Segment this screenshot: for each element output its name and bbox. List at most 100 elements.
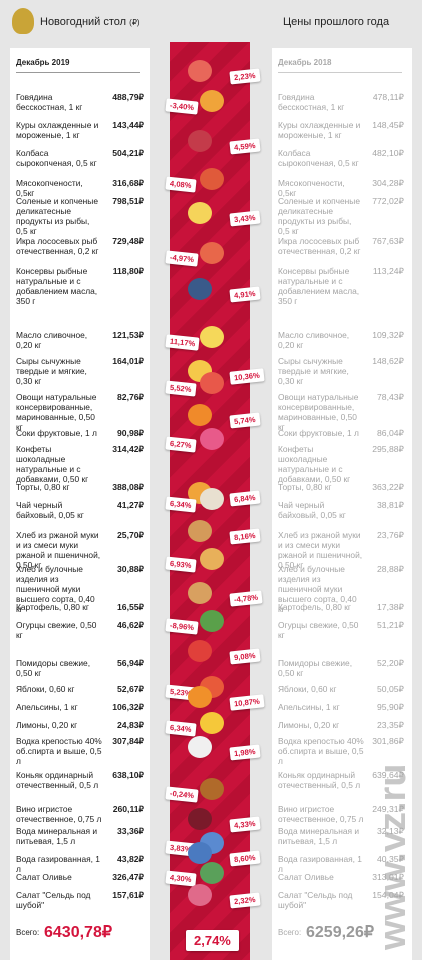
right-title: Цены прошлого года bbox=[283, 16, 390, 28]
food-icon bbox=[188, 202, 212, 224]
total-change: 2,74% bbox=[186, 930, 239, 951]
item-price: 767,63₽ bbox=[372, 236, 404, 246]
item-name: Помидоры свежие, 0,50 кг bbox=[16, 658, 91, 678]
item-name: Куры охлажденные и мороженые, 1 кг bbox=[278, 120, 361, 140]
item-price: 301,86₽ bbox=[372, 736, 404, 746]
item-price: 388,08₽ bbox=[112, 482, 144, 492]
item-price: 78,43₽ bbox=[377, 392, 404, 402]
item-price: 38,81₽ bbox=[377, 500, 404, 510]
change-tag: 8,60% bbox=[229, 850, 261, 867]
food-icon bbox=[188, 520, 212, 542]
item-name: Икра лососевых рыб отечественная, 0,2 кг bbox=[16, 236, 99, 256]
item-name: Мясокопчености, 0,5кг bbox=[278, 178, 345, 198]
item-price: 51,21₽ bbox=[377, 620, 404, 630]
item-price: 148,45₽ bbox=[372, 120, 404, 130]
item-price: 164,01₽ bbox=[112, 356, 144, 366]
item-name: Яблоки, 0,60 кг bbox=[278, 684, 337, 694]
item-price: 772,02₽ bbox=[372, 196, 404, 206]
item-price: 109,32₽ bbox=[372, 330, 404, 340]
item-price: 82,76₽ bbox=[117, 392, 144, 402]
item-name: Яблоки, 0,60 кг bbox=[16, 684, 75, 694]
item-price: 143,44₽ bbox=[112, 120, 144, 130]
item-price: 304,28₽ bbox=[372, 178, 404, 188]
item-price: 90,98₽ bbox=[117, 428, 144, 438]
left-heading: Декабрь 2019 bbox=[16, 58, 70, 67]
change-tag: 6,84% bbox=[229, 490, 261, 507]
food-icon bbox=[200, 372, 224, 394]
left-card bbox=[10, 48, 150, 960]
change-tag: -4,78% bbox=[229, 590, 263, 607]
item-price: 295,88₽ bbox=[372, 444, 404, 454]
item-name: Масло сливочное, 0,20 кг bbox=[278, 330, 350, 350]
item-name: Конфеты шоколадные натуральные и с добав… bbox=[278, 444, 351, 484]
item-price: 118,80₽ bbox=[112, 266, 144, 276]
item-price: 482,10₽ bbox=[372, 148, 404, 158]
item-name: Картофель, 0,80 кг bbox=[278, 602, 351, 612]
item-price: 25,70₽ bbox=[117, 530, 144, 540]
divider bbox=[16, 72, 140, 73]
item-price: 43,82₽ bbox=[117, 854, 144, 864]
food-icon bbox=[188, 736, 212, 758]
change-tag: 5,74% bbox=[229, 412, 261, 429]
item-price: 52,67₽ bbox=[117, 684, 144, 694]
item-name: Вода газированная, 1 л bbox=[16, 854, 100, 874]
item-price: 260,11₽ bbox=[112, 804, 144, 814]
item-name: Говядина бесскостная, 1 кг bbox=[16, 92, 83, 112]
item-price: 28,88₽ bbox=[377, 564, 404, 574]
change-tag: 2,23% bbox=[229, 68, 261, 85]
item-name: Хлеб из ржаной муки и из смеси муки ржан… bbox=[16, 530, 101, 570]
change-tag: 1,98% bbox=[229, 744, 261, 761]
item-name: Сыры сычужные твердые и мягкие, 0,30 кг bbox=[16, 356, 87, 386]
item-price: 95,90₽ bbox=[377, 702, 404, 712]
item-name: Водка крепостью 40% об.спирта и выше, 0,… bbox=[16, 736, 102, 766]
total-label: Всего: bbox=[16, 928, 40, 937]
divider bbox=[278, 72, 402, 73]
food-icon bbox=[200, 168, 224, 190]
item-price: 121,53₽ bbox=[112, 330, 144, 340]
item-price: 478,11₽ bbox=[372, 92, 404, 102]
item-name: Соки фруктовые, 1 л bbox=[278, 428, 359, 438]
item-price: 154,04₽ bbox=[372, 890, 404, 900]
right-card bbox=[272, 48, 412, 960]
item-price: 46,62₽ bbox=[117, 620, 144, 630]
item-price: 30,88₽ bbox=[117, 564, 144, 574]
item-name: Колбаса сырокопченая, 0,5 кг bbox=[278, 148, 359, 168]
item-price: 313,01₽ bbox=[372, 872, 404, 882]
change-tag: 2,32% bbox=[229, 892, 261, 909]
item-price: 24,83₽ bbox=[117, 720, 144, 730]
item-price: 363,22₽ bbox=[372, 482, 404, 492]
item-price: 86,04₽ bbox=[377, 428, 404, 438]
food-icon bbox=[188, 278, 212, 300]
item-price: 50,05₽ bbox=[377, 684, 404, 694]
logo bbox=[12, 8, 34, 34]
food-icon bbox=[188, 686, 212, 708]
item-name: Овощи натуральные консервированные, мари… bbox=[16, 392, 97, 432]
item-price: 314,42₽ bbox=[112, 444, 144, 454]
change-tag: 4,91% bbox=[229, 286, 261, 303]
item-name: Огурцы свежие, 0,50 кг bbox=[16, 620, 97, 640]
change-tag: 8,16% bbox=[229, 528, 261, 545]
item-price: 157,61₽ bbox=[112, 890, 144, 900]
total: 6430,78₽ bbox=[44, 924, 113, 941]
change-tag: 3,43% bbox=[229, 210, 261, 227]
food-icon bbox=[188, 808, 212, 830]
item-name: Вино игристое отечественное, 0,75 л bbox=[278, 804, 364, 824]
item-price: 798,51₽ bbox=[112, 196, 144, 206]
food-icon bbox=[200, 610, 224, 632]
food-icon bbox=[188, 842, 212, 864]
item-price: 17,38₽ bbox=[377, 602, 404, 612]
item-name: Апельсины, 1 кг bbox=[16, 702, 78, 712]
food-icon bbox=[188, 582, 212, 604]
item-price: 316,68₽ bbox=[112, 178, 144, 188]
item-name: Хлеб и булочные изделия из пшеничной мук… bbox=[278, 564, 357, 614]
item-name: Соки фруктовые, 1 л bbox=[16, 428, 97, 438]
item-name: Салат "Сельдь под шубой" bbox=[278, 890, 353, 910]
change-tag: 4,59% bbox=[229, 138, 261, 155]
item-name: Хлеб и булочные изделия из пшеничной мук… bbox=[16, 564, 95, 614]
food-icon bbox=[200, 488, 224, 510]
title: Новогодний стол bbox=[40, 16, 127, 28]
item-name: Чай черный байховый, 0,05 кг bbox=[278, 500, 346, 520]
item-name: Огурцы свежие, 0,50 кг bbox=[278, 620, 359, 640]
food-icon bbox=[200, 90, 224, 112]
item-name: Сыры сычужные твердые и мягкие, 0,30 кг bbox=[278, 356, 349, 386]
